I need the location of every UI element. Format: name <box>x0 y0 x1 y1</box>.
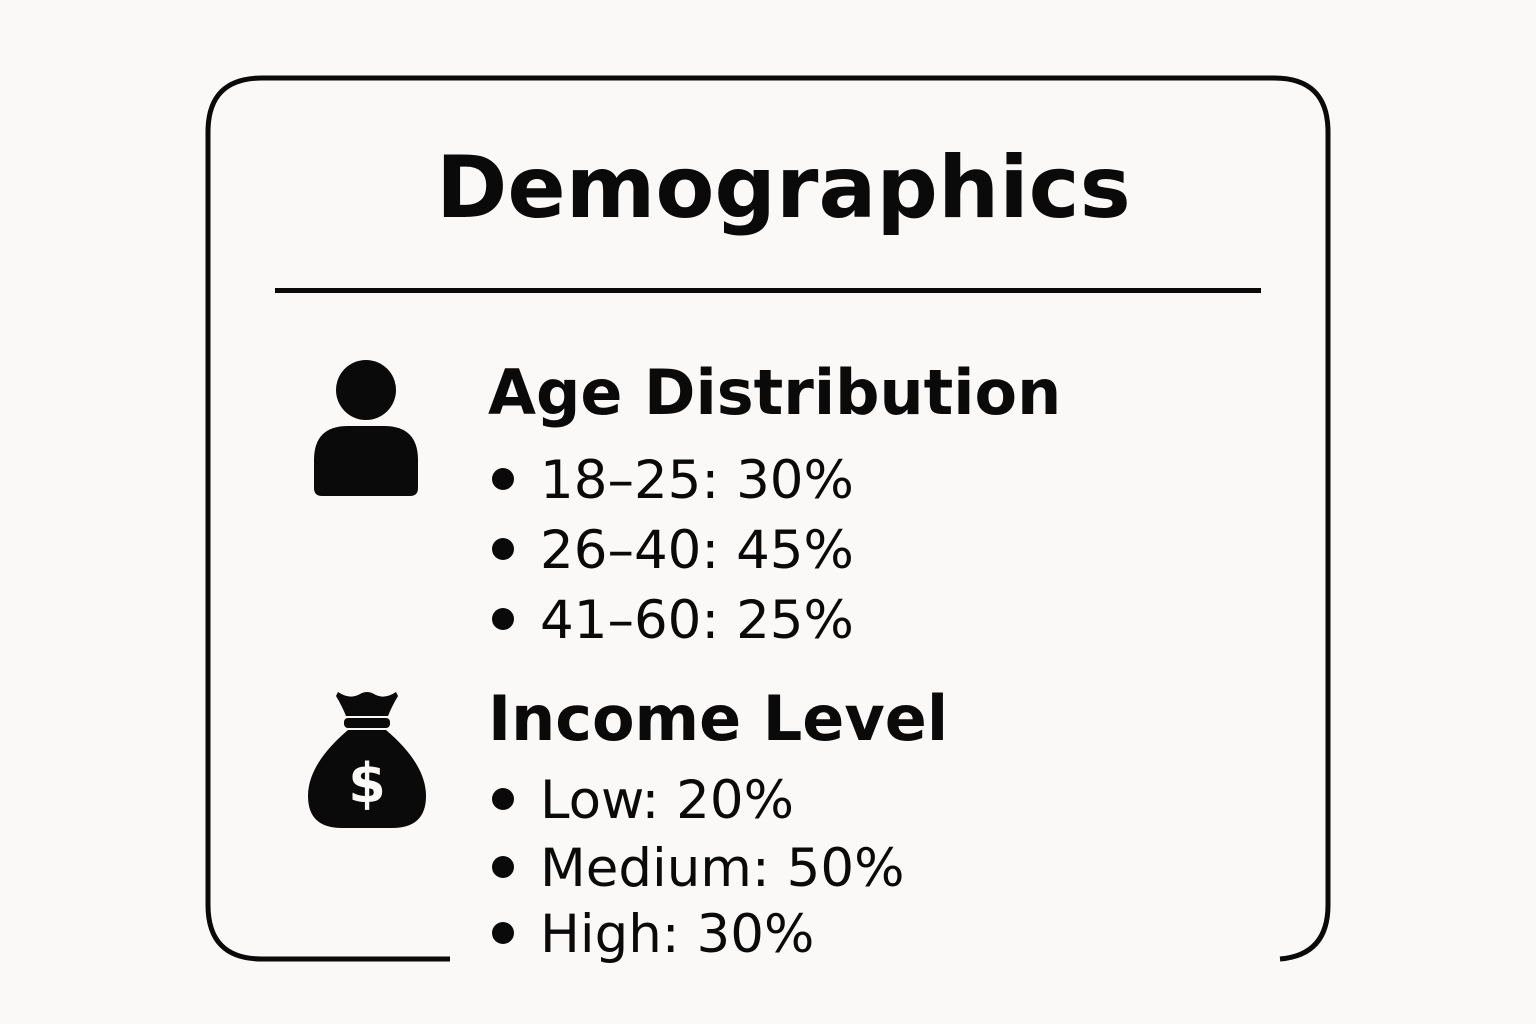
svg-text:$: $ <box>348 752 386 815</box>
list-item-text: 41–60: 25% <box>540 590 854 651</box>
bullet <box>492 608 514 631</box>
list-item: Low: 20% <box>492 770 794 832</box>
section-heading-age: Age Distribution <box>488 356 1062 429</box>
card-title: Demographics <box>436 138 1131 238</box>
list-item: 26–40: 45% <box>492 520 854 582</box>
list-item-text: Low: 20% <box>540 770 794 831</box>
bullet <box>492 468 514 491</box>
list-item: Medium: 50% <box>492 838 904 900</box>
section-heading-income: Income Level <box>488 682 949 755</box>
list-item: 18–25: 30% <box>492 450 854 512</box>
bullet <box>492 856 514 879</box>
list-item-text: Medium: 50% <box>540 838 905 899</box>
bullet <box>492 538 514 561</box>
list-item-text: 26–40: 45% <box>540 520 854 581</box>
money-bag-icon: $ <box>308 692 426 828</box>
bullet <box>492 922 514 945</box>
list-item: High: 30% <box>492 904 814 966</box>
bullet <box>492 788 514 811</box>
list-item: 41–60: 25% <box>492 590 854 652</box>
list-item-text: High: 30% <box>540 904 815 965</box>
title-divider <box>275 288 1261 293</box>
list-item-text: 18–25: 30% <box>540 450 854 511</box>
person-icon <box>314 360 418 496</box>
